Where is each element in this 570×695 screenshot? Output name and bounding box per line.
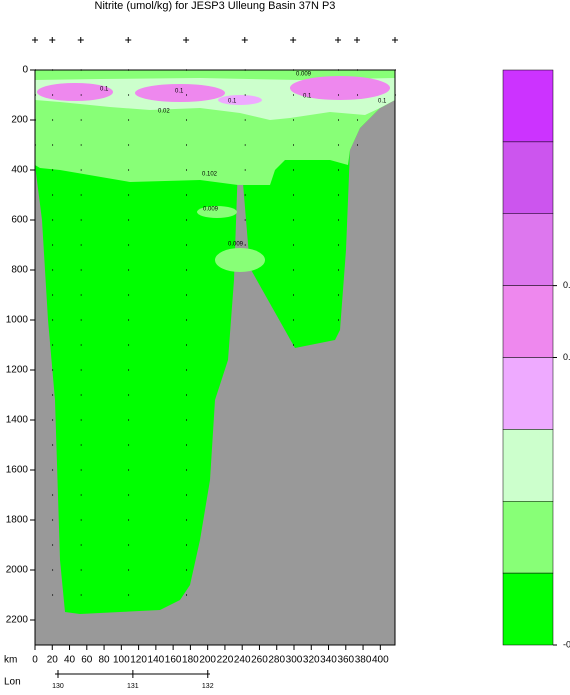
x-tick-label: 400: [372, 655, 389, 666]
y-tick-label: 2000: [6, 565, 29, 576]
chart-title: Nitrite (umol/kg) for JESP3 Ulleung Basi…: [95, 0, 336, 12]
contour-label: 0.02: [158, 109, 170, 115]
y-tick-label: 1600: [6, 465, 29, 476]
station-samples: [52, 69, 54, 596]
station-samples: [35, 69, 36, 146]
x-tick-label: 240: [234, 655, 251, 666]
colorbar-tick-label: 0.300: [563, 280, 570, 290]
station-marker: [335, 37, 342, 43]
x-tick-label: 180: [182, 655, 199, 666]
colorbar-tick-label: -0.100: [563, 639, 570, 649]
station-samples: [186, 69, 187, 596]
contour-label: 0.102: [202, 172, 218, 178]
lon-tick-label: 131: [127, 683, 139, 690]
contour-label: 0.1: [228, 99, 237, 105]
station-marker: [354, 37, 361, 43]
station-marker: [32, 37, 38, 43]
x-tick-label: 60: [81, 655, 93, 666]
x-tick-label: 20: [47, 655, 59, 666]
y-tick-label: 1200: [6, 365, 29, 376]
x-tick-label: 360: [337, 655, 354, 666]
station-marker: [183, 37, 190, 43]
x-tick-label: 260: [251, 655, 268, 666]
x-tick-label: 200: [199, 655, 216, 666]
colorbar-segment: [502, 501, 554, 574]
x-tick-label: 220: [217, 655, 234, 666]
lon-tick-label: 130: [52, 683, 64, 690]
colorbar-segment: [502, 429, 554, 502]
station-marker: [241, 37, 248, 43]
x-tick-label: 300: [286, 655, 303, 666]
x-tick-label: 0: [32, 655, 38, 666]
contour-label: 0.1: [100, 87, 109, 93]
y-tick-label: 2200: [6, 615, 29, 626]
station-samples: [395, 69, 396, 96]
patch: [135, 84, 225, 102]
layer-top: [35, 70, 395, 80]
y-tick-label: 1000: [6, 315, 29, 326]
x-tick-label: 340: [320, 655, 337, 666]
x-axis-label: km: [4, 655, 17, 666]
y-tick-label: 1800: [6, 515, 29, 526]
x-tick-label: 100: [113, 655, 130, 666]
x-tick-label: 280: [268, 655, 285, 666]
x-tick-label: 140: [148, 655, 165, 666]
patch: [218, 95, 262, 105]
colorbar-segment: [502, 572, 554, 646]
plot-frame: [34, 69, 396, 646]
colorbar-segment: [502, 285, 554, 358]
x-tick-label: 380: [355, 655, 372, 666]
colorbar-segment: [502, 69, 554, 143]
station-samples: [338, 69, 339, 321]
contour-label: 0.1: [378, 99, 387, 105]
station-marker: [290, 37, 297, 43]
plot-area: 0.1 0.1 0.1 0.02 0.1 0.009 0.102 0.009 0…: [34, 69, 396, 646]
x-tick-label: 320: [303, 655, 320, 666]
contour-label: 0.009: [228, 242, 244, 248]
station-samples: [128, 69, 130, 596]
patch: [290, 76, 390, 100]
y-tick-label: 1400: [6, 415, 29, 426]
station-samples: [357, 69, 358, 146]
station-samples: [293, 69, 294, 346]
colorbar-tick-label: 0.200: [563, 352, 570, 362]
patch: [197, 206, 237, 218]
station-samples: [80, 69, 82, 596]
station-marker: [77, 37, 84, 43]
x-tick-label: 40: [64, 655, 76, 666]
x-tick-label: 80: [99, 655, 111, 666]
colorbar-segment: [502, 213, 554, 286]
x-tick-label: 120: [130, 655, 147, 666]
y-tick-label: 400: [11, 165, 28, 176]
y-tick-label: 600: [11, 215, 28, 226]
contour-label: 0.009: [296, 72, 312, 78]
lon-tick-label: 132: [202, 683, 214, 690]
x-tick-label: 160: [165, 655, 182, 666]
contour-label: 0.1: [175, 89, 184, 95]
contour-label: 0.009: [203, 207, 219, 213]
station-marker: [125, 37, 132, 43]
water-main: [35, 70, 395, 614]
station-samples: [244, 69, 246, 246]
colorbar-segment: [502, 141, 554, 214]
contour-label: 0.1: [303, 94, 312, 100]
station-marker: [49, 37, 56, 43]
lon-axis-label: Lon: [4, 677, 21, 688]
y-tick-label: 200: [11, 115, 28, 126]
patch: [215, 248, 265, 272]
y-tick-label: 0: [22, 65, 28, 76]
colorbar-segment: [502, 357, 554, 430]
patch: [37, 83, 113, 101]
y-tick-label: 800: [11, 265, 28, 276]
station-marker: [392, 37, 398, 43]
